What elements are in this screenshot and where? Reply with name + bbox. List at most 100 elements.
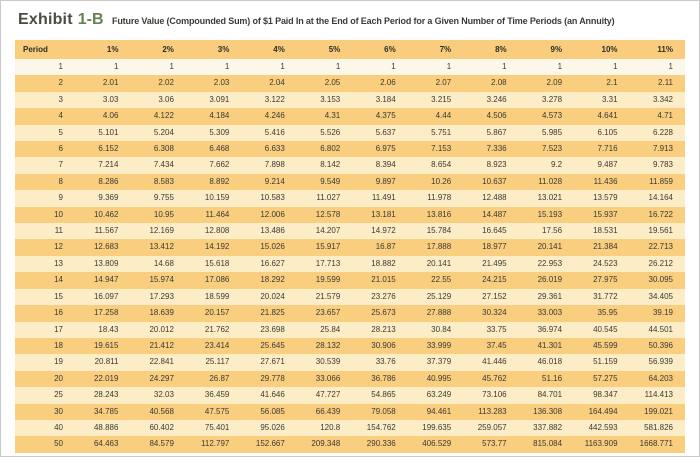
value-cell: 41.301 <box>537 340 563 350</box>
table-header: Period 1% 2% 3% 4% 5% 6% 7% 8% 9% 10% 11% <box>15 40 685 59</box>
table-row: 20 22.019 24.297 26.87 29.778 33.066 36.786 40.… <box>15 370 685 388</box>
period-cell: 15 <box>54 291 63 301</box>
value-cell: 12.578 <box>315 209 341 219</box>
value-cell: 41.646 <box>260 390 285 400</box>
column-header-rate: 10% <box>574 40 630 59</box>
column-header-rate: 2% <box>130 40 186 59</box>
period-cell: 20 <box>54 373 63 383</box>
value-cell: 21.825 <box>260 308 285 318</box>
value-cell: 36.974 <box>537 324 563 334</box>
value-cell: 44.501 <box>648 324 673 334</box>
value-cell: 25.129 <box>426 291 452 301</box>
value-cell: 5.751 <box>431 127 452 137</box>
table-row: 6 6.152 6.308 6.468 6.633 6.802 6.975 7.153 7.33… <box>15 141 685 158</box>
value-cell: 19.561 <box>648 226 673 236</box>
value-cell: 199.021 <box>644 406 673 416</box>
exhibit-label: Exhibit <box>18 11 73 28</box>
table-row: 18 19.615 21.412 23.414 25.645 28.132 30.906 33… <box>15 337 685 355</box>
value-cell: 95.026 <box>260 422 285 432</box>
value-cell: 16.722 <box>648 209 673 219</box>
value-cell: 6.468 <box>209 144 230 154</box>
value-cell: 15.974 <box>149 275 174 285</box>
table-row: 5 5.101 5.204 5.309 5.416 5.526 5.637 5.751 5.86… <box>15 124 685 142</box>
value-cell: 25.84 <box>320 324 341 334</box>
value-cell: 40.568 <box>149 406 174 416</box>
table-row: 13 13.809 14.68 15.618 16.627 17.713 18.882 20.… <box>15 255 685 273</box>
period-cell: 17 <box>54 324 63 334</box>
value-cell: 30.095 <box>648 275 673 285</box>
table-row: 2 2.01 2.02 2.03 2.04 2.05 2.06 2.07 2.08 2.09 2.1… <box>15 75 685 92</box>
table-row: 17 18.43 20.012 21.762 23.698 25.84 28.213 30.8… <box>15 321 685 338</box>
value-cell: 8.892 <box>209 176 230 186</box>
value-cell: 7.336 <box>486 144 507 154</box>
value-cell: 45.599 <box>593 340 618 350</box>
value-cell: 16.645 <box>482 226 507 236</box>
value-cell: 14.487 <box>482 209 507 219</box>
column-header-rate: 8% <box>463 40 519 59</box>
value-cell: 154.762 <box>366 422 396 432</box>
value-cell: 14.207 <box>315 226 341 236</box>
value-cell: 98.347 <box>593 390 618 400</box>
value-cell: 11.436 <box>593 176 618 186</box>
table-body: 1 1 1 1 1 1 1 1 1 1 1 1 2 2.01 2.02 2.03 2.04 2.05 2.06 2.0… <box>15 59 685 453</box>
value-cell: 6.228 <box>652 127 673 137</box>
value-cell: 32.03 <box>153 390 174 400</box>
value-cell: 9.487 <box>597 160 618 170</box>
value-cell: 11.978 <box>427 193 452 203</box>
value-cell: 1 <box>391 62 396 71</box>
value-cell: 20.157 <box>204 308 230 318</box>
value-cell: 18.639 <box>149 308 174 318</box>
value-cell: 573.77 <box>482 439 507 449</box>
value-cell: 19.615 <box>93 340 119 350</box>
value-cell: 21.495 <box>482 258 507 268</box>
value-cell: 24.297 <box>149 373 174 383</box>
value-cell: 3.278 <box>542 94 563 104</box>
value-cell: 13.809 <box>93 258 119 268</box>
period-cell: 6 <box>58 144 63 154</box>
value-cell: 33.066 <box>315 373 341 383</box>
value-cell: 10.26 <box>431 176 452 186</box>
value-cell: 136.308 <box>533 406 563 416</box>
period-cell: 11 <box>54 226 63 236</box>
exhibit-subtitle: Future Value (Compounded Sum) of $1 Paid… <box>111 16 615 26</box>
value-cell: 4.71 <box>657 111 673 121</box>
value-cell: 7.523 <box>542 144 563 154</box>
value-cell: 3.153 <box>320 94 341 104</box>
value-cell: 94.461 <box>426 406 452 416</box>
value-cell: 33.999 <box>426 340 452 350</box>
table-row: 19 20.811 22.841 25.117 27.671 30.539 33.76 37.… <box>15 354 685 371</box>
value-cell: 47.727 <box>315 390 341 400</box>
value-cell: 14.947 <box>93 275 119 285</box>
period-cell: 8 <box>58 176 63 186</box>
value-cell: 23.414 <box>204 340 230 350</box>
value-cell: 4.375 <box>375 111 396 121</box>
value-cell: 13.486 <box>260 226 285 236</box>
column-header-rate: 6% <box>352 40 408 59</box>
value-cell: 3.215 <box>431 94 452 104</box>
header-row: Period 1% 2% 3% 4% 5% 6% 7% 8% 9% 10% 11% <box>15 40 685 59</box>
value-cell: 60.402 <box>149 422 174 432</box>
value-cell: 7.153 <box>431 144 452 154</box>
value-cell: 46.018 <box>537 357 563 367</box>
value-cell: 36.459 <box>204 390 230 400</box>
value-cell: 7.434 <box>153 160 174 170</box>
value-cell: 18.882 <box>371 258 396 268</box>
value-cell: 7.662 <box>209 160 230 170</box>
value-cell: 11.567 <box>94 226 119 236</box>
value-cell: 4.506 <box>486 111 507 121</box>
table-row: 8 8.286 8.583 8.892 9.214 9.549 9.897 10.26 10.6… <box>15 173 685 191</box>
value-cell: 14.192 <box>204 242 230 252</box>
value-cell: 47.575 <box>204 406 230 416</box>
value-cell: 3.03 <box>102 94 119 104</box>
value-cell: 15.937 <box>593 209 618 219</box>
value-cell: 25.117 <box>205 357 230 367</box>
value-cell: 16.627 <box>260 258 285 268</box>
period-cell: 3 <box>58 94 63 104</box>
value-cell: 13.412 <box>149 242 174 252</box>
value-cell: 21.412 <box>149 340 174 350</box>
value-cell: 28.132 <box>315 340 341 350</box>
value-cell: 2.03 <box>213 78 230 88</box>
value-cell: 18.292 <box>260 275 285 285</box>
value-cell: 2.04 <box>269 78 285 88</box>
